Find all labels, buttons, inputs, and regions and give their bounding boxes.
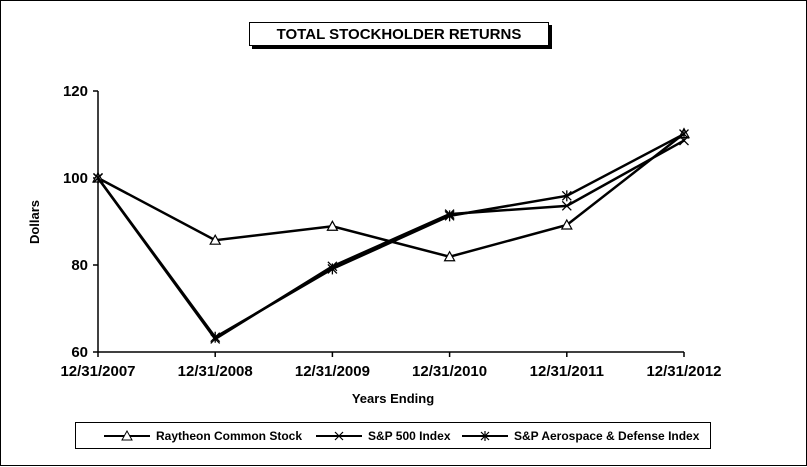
point-s0-3 — [443, 250, 456, 262]
legend-label-aerospace: S&P Aerospace & Defense Index — [514, 428, 700, 443]
point-s2-1 — [210, 331, 221, 343]
point-s0-1 — [209, 233, 222, 245]
x-tick-label-1: 12/31/2008 — [178, 363, 253, 380]
point-s2-2 — [327, 263, 338, 275]
series-line-1 — [96, 139, 685, 341]
x-tick-label-3: 12/31/2010 — [412, 363, 487, 380]
legend-item-raytheon: Raytheon Common Stock — [104, 423, 302, 448]
series-line-0 — [97, 132, 685, 259]
y-tick-label-80: 80 — [71, 257, 88, 274]
point-s1-4 — [561, 200, 572, 211]
point-s2-0 — [93, 172, 103, 184]
legend-item-aerospace: S&P Aerospace & Defense Index — [462, 423, 699, 448]
x-tick-label-2: 12/31/2009 — [295, 363, 370, 380]
x-tick-label-5: 12/31/2012 — [646, 363, 721, 380]
chart-title: TOTAL STOCKHOLDER RETURNS — [276, 25, 522, 43]
y-tick-label-120: 120 — [63, 83, 88, 100]
point-s0-2 — [326, 220, 339, 231]
chart-title-box: TOTAL STOCKHOLDER RETURNS — [249, 22, 549, 46]
legend-label-raytheon: Raytheon Common Stock — [156, 428, 303, 443]
y-axis-title: Dollars — [27, 200, 42, 244]
x-tick-label-0: 12/31/2007 — [60, 363, 135, 380]
y-tick-label-100: 100 — [63, 170, 88, 187]
point-s0-4 — [560, 218, 573, 230]
legend-item-sp500: S&P 500 Index — [316, 423, 451, 448]
series-line-2 — [96, 132, 685, 339]
point-s2-5 — [679, 128, 689, 140]
legend-marker-x — [316, 431, 362, 440]
legend-marker-star — [462, 430, 508, 441]
legend-marker-triangle — [104, 429, 150, 440]
x-axis-title: Years Ending — [352, 391, 434, 406]
point-s2-3 — [444, 210, 455, 222]
point-s2-4 — [561, 190, 572, 202]
y-tick-label-60: 60 — [71, 344, 88, 361]
x-tick-label-4: 12/31/2011 — [530, 363, 604, 380]
legend: Raytheon Common Stock S&P 500 Index S&P … — [75, 422, 711, 449]
legend-label-sp500: S&P 500 Index — [368, 428, 451, 443]
